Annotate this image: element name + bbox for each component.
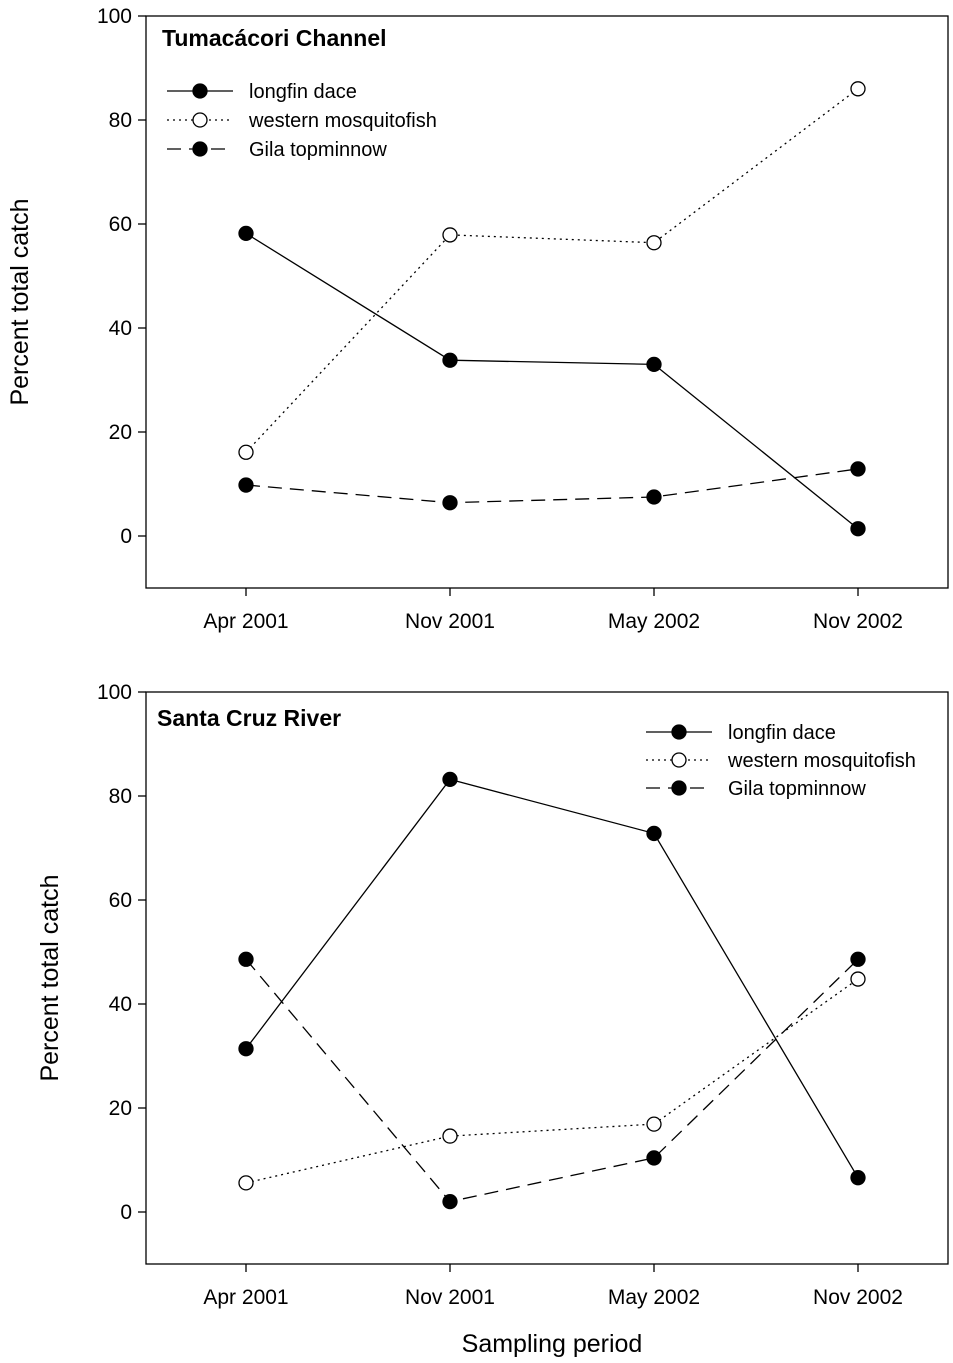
legend-marker-2: [671, 780, 687, 796]
data-point-2: [850, 951, 866, 967]
data-point-0: [646, 356, 662, 373]
data-point-1: [646, 1116, 662, 1132]
data-point-0: [850, 521, 866, 537]
y-tick-label: 20: [109, 1097, 132, 1120]
panel-tumacacori: 0 20 40 60 80 100 Apr 2001 Nov 2001 May 2002 Nov …: [6, 5, 949, 633]
y-tick-label: 80: [109, 109, 132, 132]
data-point-1: [646, 235, 662, 251]
data-point-0: [850, 1170, 866, 1186]
data-point-2: [646, 1150, 662, 1166]
legend-label: longfin dace: [728, 722, 836, 744]
legend-label: Gila topminnow: [728, 778, 866, 800]
legend-marker-0: [192, 83, 208, 99]
data-point-2: [442, 495, 458, 511]
x-tick-label: Nov 2002: [813, 1286, 903, 1309]
plot-frame: [145, 15, 949, 589]
data-point-2: [238, 477, 254, 493]
x-tick-label: May 2002: [608, 1286, 700, 1309]
series-line-2: [245, 468, 859, 504]
data-point-1: [442, 1128, 458, 1144]
legend-marker-0: [671, 724, 687, 740]
data-point-0: [442, 771, 458, 788]
x-tick-label: Nov 2002: [813, 610, 903, 633]
series-line-0: [245, 232, 859, 530]
legend-label: longfin dace: [249, 81, 357, 103]
x-tick-label: Nov 2001: [405, 1286, 495, 1309]
legend-marker-1: [192, 112, 208, 128]
legend-marker-1: [671, 752, 687, 768]
x-tick-label: May 2002: [608, 610, 700, 633]
plot-frame: [145, 691, 949, 1265]
y-tick-label: 40: [109, 317, 132, 340]
legend-label: western mosquitofish: [727, 750, 916, 772]
chart-title: Santa Cruz River: [157, 705, 341, 731]
chart-title: Tumacácori Channel: [162, 25, 387, 51]
y-tick-label: 40: [109, 993, 132, 1016]
y-tick-label: 60: [109, 889, 132, 912]
data-point-0: [238, 1041, 254, 1057]
x-axis-title: Sampling period: [462, 1330, 643, 1358]
y-tick-label: 100: [97, 681, 132, 704]
y-tick-label: 100: [97, 5, 132, 28]
x-tick-label: Apr 2001: [203, 1286, 288, 1309]
y-tick-label: 0: [120, 525, 132, 548]
y-axis-title: Percent total catch: [36, 874, 64, 1081]
legend-label: western mosquitofish: [248, 110, 437, 132]
data-point-0: [646, 825, 662, 842]
data-point-2: [442, 1193, 458, 1210]
data-point-1: [850, 81, 866, 97]
legend-marker-2: [192, 141, 208, 157]
legend-label: Gila topminnow: [249, 139, 387, 161]
x-tick-label: Nov 2001: [405, 610, 495, 633]
data-point-0: [238, 225, 254, 242]
series-line-0: [245, 778, 859, 1179]
data-point-0: [442, 352, 458, 368]
data-point-2: [646, 489, 662, 505]
data-point-2: [850, 461, 866, 477]
series-line-1: [245, 88, 859, 453]
y-axis-title: Percent total catch: [6, 198, 34, 405]
y-tick-label: 80: [109, 785, 132, 808]
data-point-1: [238, 1175, 254, 1191]
x-tick-label: Apr 2001: [203, 610, 288, 633]
data-point-1: [442, 227, 458, 243]
y-tick-label: 60: [109, 213, 132, 236]
data-point-1: [238, 444, 254, 460]
panel-santa-cruz: 0 20 40 60 80 100 Apr 2001 Nov 2001 May 2002 Nov …: [36, 681, 949, 1309]
data-point-2: [238, 951, 254, 967]
data-point-1: [850, 971, 866, 987]
y-tick-label: 0: [120, 1201, 132, 1224]
series-line-1: [245, 978, 859, 1184]
series-line-2: [245, 958, 859, 1203]
y-tick-label: 20: [109, 421, 132, 444]
